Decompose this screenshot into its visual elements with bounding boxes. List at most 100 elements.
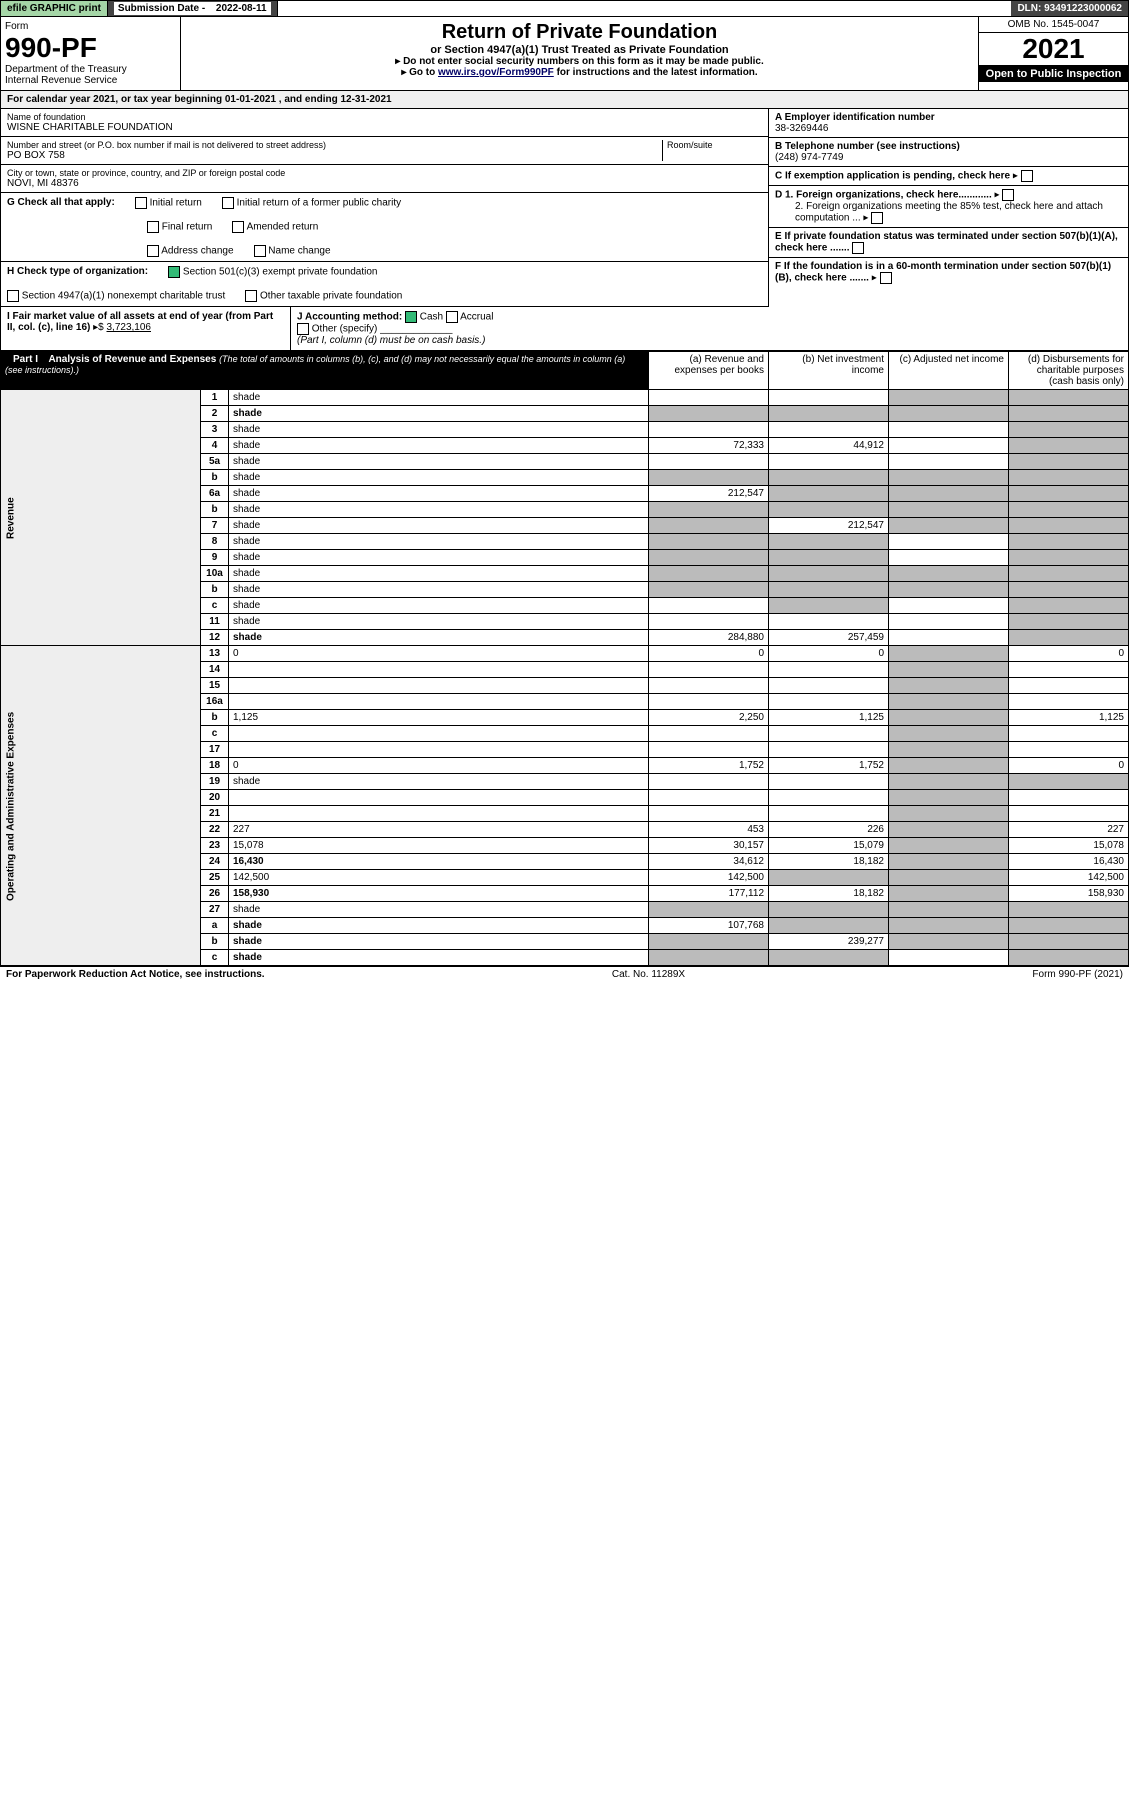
cell-b [769, 806, 889, 822]
cell-d: 16,430 [1009, 854, 1129, 870]
cell-a [649, 566, 769, 582]
cell-c [889, 870, 1009, 886]
chk-501c3[interactable] [168, 266, 180, 278]
cell-c [889, 694, 1009, 710]
cell-b [769, 950, 889, 966]
line-desc [229, 806, 649, 822]
cell-a: 34,612 [649, 854, 769, 870]
cell-d [1009, 502, 1129, 518]
line-num: 23 [201, 838, 229, 854]
i-j-row: I Fair market value of all assets at end… [0, 307, 1129, 351]
cell-c [889, 678, 1009, 694]
chk-e[interactable] [852, 242, 864, 254]
cell-a [649, 550, 769, 566]
dln: DLN: 93491223000062 [1011, 1, 1128, 16]
dept-treasury: Department of the Treasury Internal Reve… [5, 64, 176, 86]
cell-b [769, 550, 889, 566]
cell-d [1009, 934, 1129, 950]
cell-b: 18,182 [769, 886, 889, 902]
cell-a [649, 774, 769, 790]
cell-a [649, 518, 769, 534]
line-num: 9 [201, 550, 229, 566]
cell-c [889, 726, 1009, 742]
line-desc [229, 662, 649, 678]
chk-d1[interactable] [1002, 189, 1014, 201]
chk-f[interactable] [880, 272, 892, 284]
line-desc: shade [229, 598, 649, 614]
cell-d [1009, 598, 1129, 614]
line-desc: shade [229, 902, 649, 918]
line-num: 11 [201, 614, 229, 630]
line-desc [229, 742, 649, 758]
chk-other-taxable[interactable] [245, 290, 257, 302]
cell-d: 142,500 [1009, 870, 1129, 886]
ein-cell: A Employer identification number 38-3269… [769, 109, 1128, 138]
ssn-note: ▸ Do not enter social security numbers o… [185, 56, 974, 67]
efile-print-button[interactable]: efile GRAPHIC print [1, 1, 108, 16]
cell-c [889, 454, 1009, 470]
cell-c [889, 918, 1009, 934]
cell-a [649, 742, 769, 758]
chk-amended[interactable] [232, 221, 244, 233]
cell-a [649, 406, 769, 422]
omb-number: OMB No. 1545-0047 [979, 17, 1128, 33]
line-desc: 15,078 [229, 838, 649, 854]
chk-address-change[interactable] [147, 245, 159, 257]
cell-c [889, 534, 1009, 550]
cell-d: 1,125 [1009, 710, 1129, 726]
cell-a: 0 [649, 646, 769, 662]
cell-c [889, 582, 1009, 598]
top-bar: efile GRAPHIC print Submission Date - 20… [0, 0, 1129, 17]
cell-b [769, 534, 889, 550]
cell-a: 1,752 [649, 758, 769, 774]
cell-a: 2,250 [649, 710, 769, 726]
line-num: 10a [201, 566, 229, 582]
cell-d [1009, 694, 1129, 710]
e-terminated: E If private foundation status was termi… [769, 228, 1128, 258]
chk-4947[interactable] [7, 290, 19, 302]
line-desc: 227 [229, 822, 649, 838]
cell-c [889, 598, 1009, 614]
form-header: Form 990-PF Department of the Treasury I… [0, 17, 1129, 91]
line-num: 22 [201, 822, 229, 838]
cell-b: 226 [769, 822, 889, 838]
chk-other-method[interactable] [297, 323, 309, 335]
cell-d [1009, 742, 1129, 758]
cell-b: 0 [769, 646, 889, 662]
cell-c [889, 486, 1009, 502]
chk-initial-return[interactable] [135, 197, 147, 209]
line-desc: shade [229, 406, 649, 422]
line-num: 17 [201, 742, 229, 758]
cell-c [889, 710, 1009, 726]
cell-b [769, 582, 889, 598]
line-num: 15 [201, 678, 229, 694]
chk-cash[interactable] [405, 311, 417, 323]
d-foreign: D 1. Foreign organizations, check here..… [769, 186, 1128, 228]
cell-d [1009, 614, 1129, 630]
cell-b: 257,459 [769, 630, 889, 646]
irs-form-link[interactable]: www.irs.gov/Form990PF [438, 67, 554, 78]
chk-d2[interactable] [871, 212, 883, 224]
cell-d [1009, 582, 1129, 598]
line-num: b [201, 470, 229, 486]
chk-c[interactable] [1021, 170, 1033, 182]
line-desc: shade [229, 614, 649, 630]
cell-c [889, 742, 1009, 758]
chk-initial-former[interactable] [222, 197, 234, 209]
cell-b: 15,079 [769, 838, 889, 854]
submission-date-label: Submission Date - [114, 2, 212, 15]
line-num: 5a [201, 454, 229, 470]
cell-c [889, 806, 1009, 822]
chk-final-return[interactable] [147, 221, 159, 233]
cell-b: 44,912 [769, 438, 889, 454]
cell-a: 107,768 [649, 918, 769, 934]
cell-a: 284,880 [649, 630, 769, 646]
chk-name-change[interactable] [254, 245, 266, 257]
chk-accrual[interactable] [446, 311, 458, 323]
line-num: c [201, 950, 229, 966]
line-num: 8 [201, 534, 229, 550]
col-c-header: (c) Adjusted net income [889, 352, 1009, 390]
cell-a [649, 726, 769, 742]
line-desc: shade [229, 438, 649, 454]
cell-a: 30,157 [649, 838, 769, 854]
